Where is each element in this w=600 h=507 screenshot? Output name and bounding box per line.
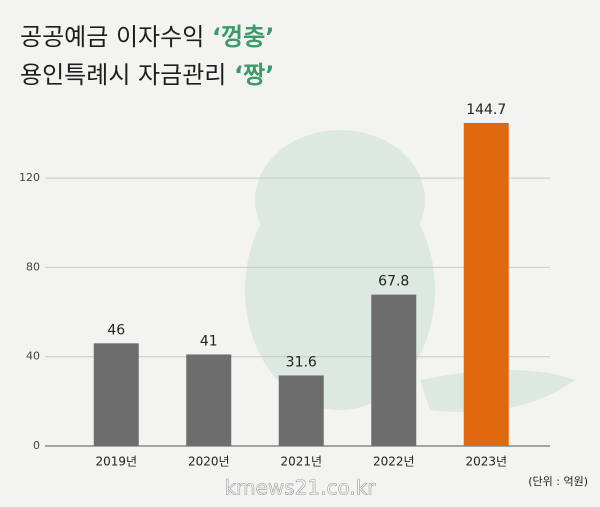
watermark: kmews21.co.kr (225, 476, 377, 500)
x-tick-label: 2023년 (465, 455, 507, 469)
y-tick-label: 120 (19, 171, 40, 184)
bar (463, 122, 509, 447)
y-tick-label: 0 (33, 439, 40, 452)
title-highlight: ‘짱’ (234, 61, 274, 89)
x-tick-label: 2022년 (373, 455, 415, 469)
data-label: 46 (107, 322, 125, 338)
bar (186, 354, 232, 446)
title-line: 용인특례시 자금관리 ‘짱’ (20, 61, 274, 89)
x-tick-label: 2020년 (188, 455, 230, 469)
x-tick-label: 2021년 (280, 455, 322, 469)
x-tick-label: 2019년 (95, 455, 137, 469)
unit-note: (단위 : 억원) (528, 475, 588, 488)
bar (371, 294, 417, 446)
data-label: 31.6 (286, 354, 317, 370)
title-line: 공공예금 이자수익 ‘껑충’ (20, 23, 274, 51)
y-tick-label: 40 (26, 350, 40, 363)
title-text: 공공예금 이자수익 (20, 23, 204, 51)
y-tick-label: 80 (26, 260, 40, 273)
bar (278, 375, 324, 446)
bar (93, 343, 139, 446)
title-text: 용인특례시 자금관리 (20, 61, 226, 89)
title-highlight: ‘껑충’ (212, 23, 274, 51)
data-label: 144.7 (466, 102, 506, 118)
data-label: 41 (200, 333, 218, 349)
data-label: 67.8 (378, 274, 409, 290)
